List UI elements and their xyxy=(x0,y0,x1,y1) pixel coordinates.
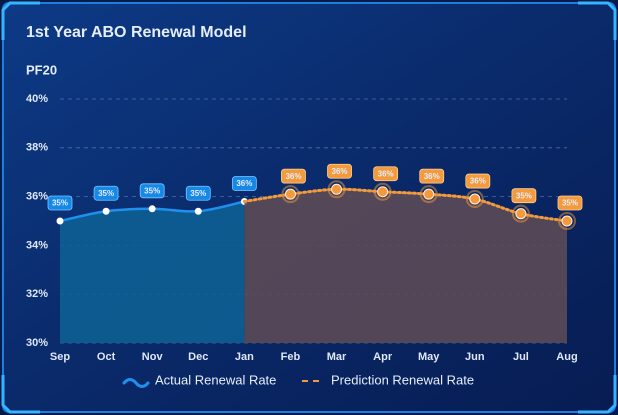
y-tick-label: 32% xyxy=(26,288,48,300)
marker-halo xyxy=(558,212,576,230)
value-label-box xyxy=(185,185,211,201)
x-tick-label: Sep xyxy=(50,351,70,363)
x-tick-label: May xyxy=(418,351,440,363)
value-label: 35% xyxy=(98,189,114,198)
chart-title: 1st Year ABO Renewal Model xyxy=(26,24,247,41)
value-label-box xyxy=(327,163,352,179)
legend-icon xyxy=(122,378,150,388)
value-label-box xyxy=(231,176,257,191)
marker xyxy=(56,217,64,225)
value-label-box xyxy=(281,168,306,184)
chart-subtitle: PF20 xyxy=(26,62,57,77)
value-label: 36% xyxy=(285,172,301,181)
marker xyxy=(423,188,435,200)
plot: 30% 32% 34% 36% 38% 40% Sep Oct Nov Dec Jan Feb Mar A… xyxy=(26,93,583,388)
y-tick-label: 34% xyxy=(26,239,48,251)
value-label: 35% xyxy=(562,199,578,208)
marker-halo xyxy=(373,182,392,201)
marker-halo xyxy=(511,204,530,223)
value-label-box xyxy=(419,168,445,184)
x-tick-label: Jan xyxy=(235,351,254,363)
value-label-box xyxy=(139,183,165,199)
x-tick-label: Dec xyxy=(188,351,208,363)
marker xyxy=(515,208,527,220)
x-tick-label: Jul xyxy=(513,351,529,363)
value-label: 36% xyxy=(378,169,394,178)
marker-halo xyxy=(465,190,484,209)
marker xyxy=(102,207,110,215)
x-tick-label: Nov xyxy=(142,351,164,363)
marker xyxy=(148,205,156,213)
x-tick-label: Aug xyxy=(556,351,577,363)
y-tick-label: 40% xyxy=(26,93,48,105)
value-label-box xyxy=(557,195,583,211)
marker xyxy=(377,186,389,198)
y-tick-label: 30% xyxy=(26,337,48,349)
value-label: 36% xyxy=(332,167,348,176)
value-label-box xyxy=(93,185,119,201)
value-label-box xyxy=(373,166,399,182)
value-label-box xyxy=(511,188,537,204)
marker xyxy=(331,183,343,195)
x-tick-label: Jun xyxy=(465,351,485,363)
marker xyxy=(561,215,573,227)
marker xyxy=(194,207,202,215)
marker-halo xyxy=(281,185,300,204)
x-tick-label: Mar xyxy=(327,351,347,363)
marker xyxy=(469,193,481,205)
area xyxy=(244,189,567,343)
value-label: 36% xyxy=(236,179,252,188)
y-tick-label: 38% xyxy=(26,142,48,154)
marker xyxy=(284,188,296,200)
legend-label: Prediction Renewal Rate xyxy=(331,372,474,387)
value-label: 35% xyxy=(144,186,160,195)
value-label: 35% xyxy=(52,199,68,208)
x-tick-label: Feb xyxy=(281,351,301,363)
marker-halo xyxy=(327,180,346,199)
marker-halo xyxy=(419,185,438,204)
legend-label: Actual Renewal Rate xyxy=(155,372,276,387)
x-tick-label: Oct xyxy=(97,351,116,363)
y-tick-label: 36% xyxy=(26,191,48,203)
value-label-box xyxy=(47,195,73,211)
value-label: 36% xyxy=(470,177,486,186)
value-label: 35% xyxy=(190,189,206,198)
value-label: 36% xyxy=(424,172,440,181)
x-tick-label: Apr xyxy=(373,351,393,363)
value-label: 35% xyxy=(516,191,532,200)
area xyxy=(60,201,245,343)
value-label-box xyxy=(465,173,491,189)
